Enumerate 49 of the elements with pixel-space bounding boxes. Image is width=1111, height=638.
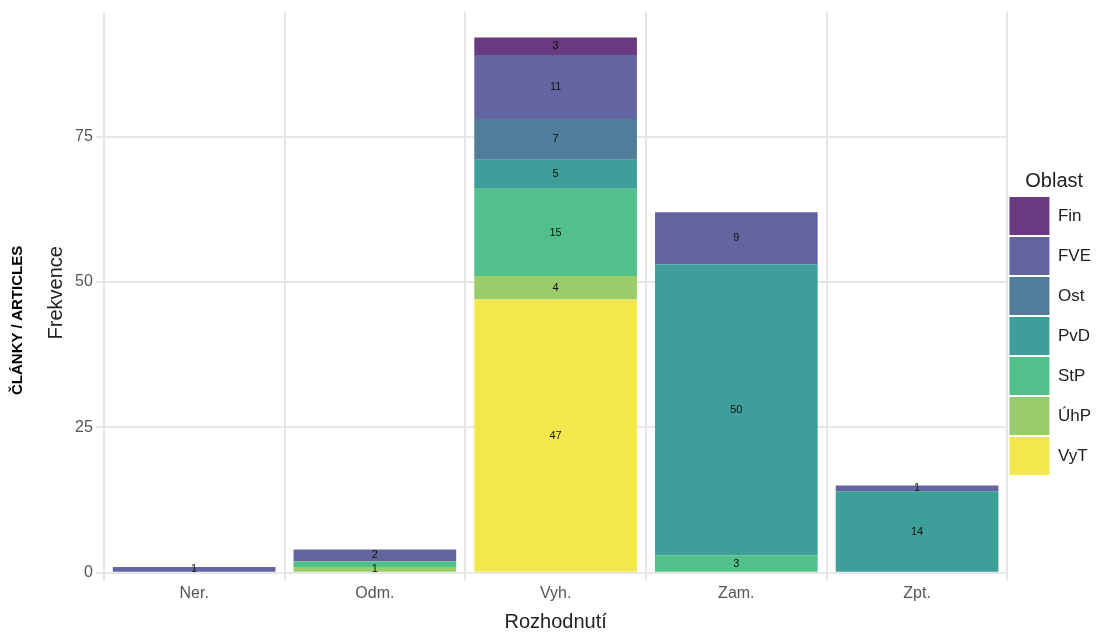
x-axis-title: Rozhodnutí (504, 609, 608, 632)
data-label: 5 (552, 167, 559, 180)
data-label: 1 (191, 562, 198, 575)
bar (655, 264, 818, 556)
legend-label: FVE (1057, 245, 1091, 265)
bar (835, 491, 999, 572)
data-label: 50 (730, 402, 743, 415)
bar (655, 555, 818, 572)
data-label: 1 (914, 481, 921, 494)
y-axis-title: Frekvence (43, 246, 66, 340)
legend-title: Oblast (1025, 168, 1084, 191)
bar (474, 159, 637, 189)
data-label: 15 (549, 225, 562, 238)
bar (474, 55, 637, 120)
bar (474, 37, 637, 56)
data-label: 3 (733, 556, 740, 569)
data-label: 11 (549, 80, 562, 93)
y-tick-label: 75 (75, 126, 93, 144)
legend-label: StP (1057, 365, 1086, 385)
text: ČLÁNKY / ARTICLES (8, 245, 25, 395)
data-label: 47 (549, 428, 562, 441)
bar (112, 566, 276, 572)
x-tick-label: Odm. (355, 583, 395, 601)
y-tick-label: 25 (75, 417, 93, 435)
data-label: 2 (371, 548, 378, 561)
legend-label: Fin (1057, 205, 1082, 225)
x-tick-label: Zam. (718, 583, 755, 601)
y-tick-label: 0 (83, 563, 93, 581)
data-label: 4 (552, 280, 559, 293)
bar (474, 188, 637, 277)
data-label: 9 (733, 231, 740, 244)
data-label: 3 (552, 39, 559, 52)
bar (474, 276, 637, 300)
bar (293, 549, 457, 562)
data-label: 14 (910, 524, 924, 537)
bar (655, 212, 818, 265)
x-tick-label: Ner. (179, 583, 209, 601)
bar (293, 566, 457, 572)
data-label: 1 (371, 562, 378, 575)
bar (474, 299, 637, 572)
x-tick-label: Zpt. (903, 583, 931, 601)
legend-label: ÚhP (1057, 405, 1092, 425)
legend-label: Ost (1057, 285, 1085, 305)
x-tick-label: Vyh. (539, 583, 572, 601)
legend-label: PvD (1057, 325, 1091, 345)
y-tick-label: 50 (75, 272, 93, 290)
data-label: 7 (552, 132, 559, 145)
legend-label: VyT (1057, 445, 1088, 465)
bar (474, 119, 637, 160)
